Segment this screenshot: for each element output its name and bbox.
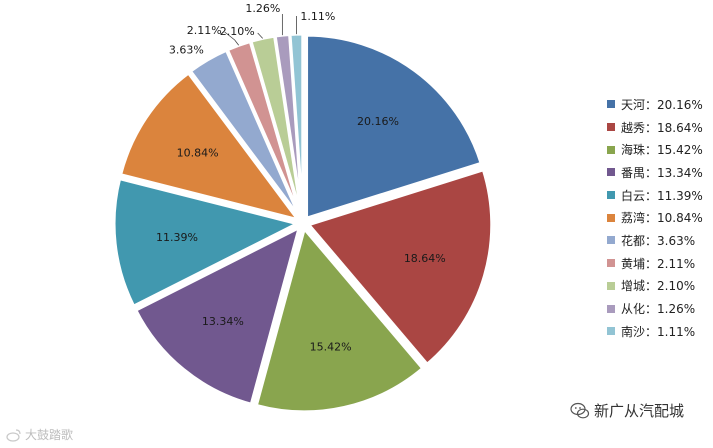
legend-label: 番禺：13.34% [621, 165, 703, 180]
slice-label-9: 2.10% [220, 25, 255, 38]
legend-swatch [607, 281, 615, 290]
legend-swatch [607, 100, 615, 109]
legend-swatch [607, 304, 615, 313]
pie-slice-6 [118, 70, 302, 223]
pie-slices [112, 32, 494, 414]
legend-label: 黄埔：2.11% [621, 256, 696, 271]
pie-slice-3 [254, 225, 425, 414]
leader-lines [224, 14, 297, 46]
legend-item-3: 海珠：15.42% [607, 138, 703, 161]
legend-swatch [607, 327, 615, 336]
watermark-weibo: 大鼓踏歌 [6, 426, 73, 443]
legend-item-1: 天河：20.16% [607, 93, 703, 116]
legend-label: 白云：11.39% [621, 188, 703, 203]
legend-item-6: 荔湾：10.84% [607, 206, 703, 229]
watermark-left-text: 大鼓踏歌 [25, 428, 74, 442]
legend-label: 越秀：18.64% [621, 120, 703, 135]
pie-slice-5 [112, 176, 302, 309]
legend-label: 南沙：1.11% [621, 324, 696, 339]
pie-slice-4 [133, 224, 302, 407]
legend-swatch [607, 168, 615, 177]
watermark-wechat: 新广从汽配城 [570, 400, 684, 421]
slice-label-10: 1.26% [245, 2, 280, 15]
legend-swatch [607, 191, 615, 200]
slice-label-8: 2.11% [187, 24, 222, 37]
slice-label-7: 3.63% [169, 44, 204, 57]
legend-swatch [607, 236, 615, 245]
slice-label-11: 1.11% [300, 10, 335, 23]
slice-label-4: 13.34% [202, 315, 244, 328]
legend-item-8: 黄埔：2.11% [607, 252, 703, 275]
leader-line-8 [224, 31, 240, 46]
legend-label: 荔湾：10.84% [621, 211, 703, 226]
legend-item-2: 越秀：18.64% [607, 116, 703, 139]
legend-label: 增城：2.10% [621, 279, 696, 294]
legend-swatch [607, 259, 615, 268]
legend-item-10: 从化：1.26% [607, 297, 703, 320]
legend-swatch [607, 213, 615, 222]
legend-item-4: 番禺：13.34% [607, 161, 703, 184]
legend-item-11: 南沙：1.11% [607, 320, 703, 343]
slice-label-1: 20.16% [357, 115, 399, 128]
legend-label: 花都：3.63% [621, 233, 696, 248]
slice-labels: 20.16% 18.64% 15.42% 13.34% 11.39% 10.84% 3.63… [156, 2, 446, 354]
slice-label-6: 10.84% [177, 147, 219, 160]
pie-slice-1 [305, 33, 484, 221]
legend-item-5: 白云：11.39% [607, 184, 703, 207]
legend-item-7: 花都：3.63% [607, 229, 703, 252]
legend-label: 海珠：15.42% [621, 143, 703, 158]
wechat-icon [570, 402, 590, 418]
pie-slice-2 [306, 167, 494, 367]
slice-label-3: 15.42% [310, 341, 352, 354]
legend-swatch [607, 145, 615, 154]
weibo-icon [6, 428, 21, 442]
slice-label-2: 18.64% [404, 252, 446, 265]
legend-item-9: 增城：2.10% [607, 275, 703, 298]
legend: 天河：20.16% 越秀：18.64% 海珠：15.42% 番禺：13.34% 白云：1… [607, 93, 703, 343]
legend-label: 天河：20.16% [621, 97, 703, 112]
slice-label-5: 11.39% [156, 231, 198, 244]
leader-line-9 [257, 32, 263, 39]
watermark-right-text: 新广从汽配城 [594, 402, 685, 420]
legend-label: 从化：1.26% [621, 302, 696, 317]
legend-swatch [607, 123, 615, 132]
